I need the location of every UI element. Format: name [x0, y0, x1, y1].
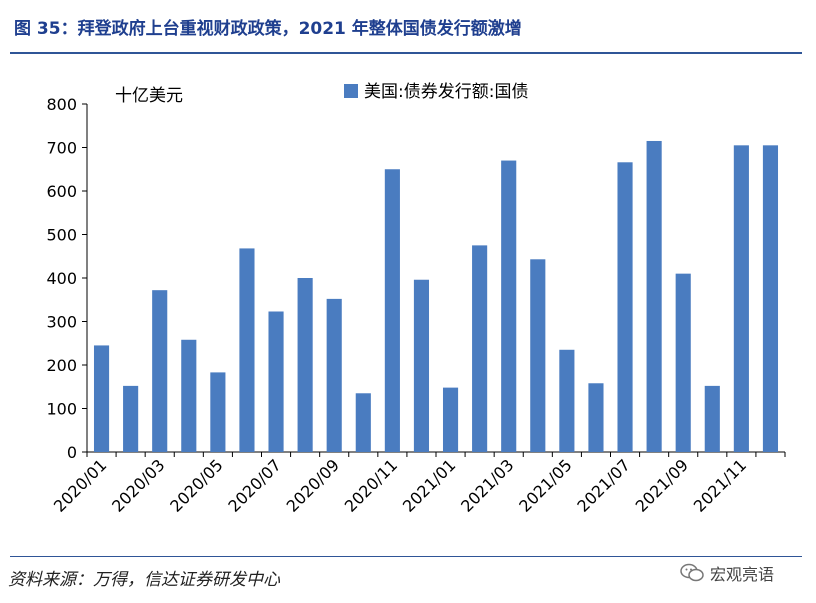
bar-2020-04: [181, 340, 196, 452]
bar-2021-11: [734, 145, 749, 452]
watermark: 宏观亮语: [680, 558, 798, 588]
y-tick-label: 700: [46, 139, 77, 158]
y-tick-label: 800: [46, 95, 77, 114]
title-divider: [10, 52, 802, 54]
bar-2020-06: [239, 248, 254, 452]
source-note: 资料来源：万得，信达证券研发中心: [8, 565, 280, 590]
x-tick-label: 2021/11: [690, 455, 750, 515]
bar-2020-09: [327, 299, 342, 452]
bar-2020-07: [268, 311, 283, 452]
bar-2021-08: [647, 141, 662, 452]
x-tick-label: 2020/07: [224, 455, 284, 515]
bar-2020-08: [298, 278, 313, 452]
x-tick-label: 2020/03: [108, 455, 168, 515]
x-tick-label: 2020/05: [166, 455, 226, 515]
legend-swatch: [344, 84, 358, 98]
bar-2021-09: [676, 274, 691, 452]
bar-2021-05: [559, 350, 574, 452]
bar-2020-12: [414, 280, 429, 452]
y-tick-label: 500: [46, 226, 77, 245]
footer-divider: [10, 556, 802, 557]
x-tick-label: 2020/11: [341, 455, 401, 515]
legend-label: 美国:债券发行额:国债: [364, 82, 528, 102]
bar-2020-03: [152, 290, 167, 452]
bar-2021-04: [530, 259, 545, 452]
bar-2021-07: [617, 162, 632, 452]
x-tick-label: 2021/01: [399, 455, 459, 515]
x-tick-label: 2021/09: [632, 455, 692, 515]
y-unit-label: 十亿美元: [115, 86, 183, 106]
bar-2020-05: [210, 372, 225, 452]
x-tick-label: 2020/01: [50, 455, 110, 515]
bar-2021-06: [588, 383, 603, 452]
bar-2021-01: [443, 388, 458, 452]
y-tick-label: 100: [46, 400, 77, 419]
chart-bars: [94, 141, 778, 452]
wechat-icon: [680, 562, 704, 584]
bar-2021-10: [705, 386, 720, 452]
y-tick-label: 300: [46, 313, 77, 332]
bar-2021-02: [472, 245, 487, 452]
y-tick-label: 0: [67, 443, 77, 462]
x-tick-label: 2021/07: [573, 455, 633, 515]
bar-chart: 01002003004005006007008002020/012020/032…: [0, 60, 816, 555]
y-tick-label: 600: [46, 182, 77, 201]
bar-2020-10: [356, 393, 371, 452]
x-tick-label: 2020/09: [283, 455, 343, 515]
x-tick-label: 2021/03: [457, 455, 517, 515]
watermark-text: 宏观亮语: [710, 561, 774, 585]
x-tick-label: 2021/05: [515, 455, 575, 515]
bar-2021-03: [501, 161, 516, 452]
bar-2020-02: [123, 386, 138, 452]
y-tick-label: 400: [46, 269, 77, 288]
y-tick-label: 200: [46, 356, 77, 375]
chart-title: 图 35：拜登政府上台重视财政政策，2021 年整体国债发行额激增: [14, 14, 522, 39]
bar-2021-12: [763, 145, 778, 452]
bar-2020-11: [385, 169, 400, 452]
bar-2020-01: [94, 345, 109, 452]
